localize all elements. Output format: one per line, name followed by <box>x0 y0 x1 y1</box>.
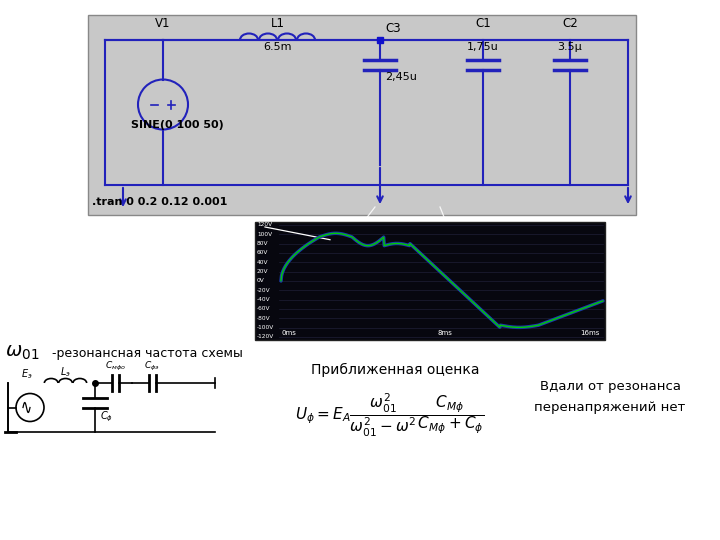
Text: C1: C1 <box>475 17 491 30</box>
Text: $E_э$: $E_э$ <box>22 367 32 381</box>
Text: $C_{м\phi о}$: $C_{м\phi о}$ <box>104 360 125 373</box>
Text: 8ms: 8ms <box>438 330 452 336</box>
Text: -80V: -80V <box>257 316 271 321</box>
Text: C2: C2 <box>562 17 578 30</box>
Text: 16ms: 16ms <box>580 330 600 336</box>
Text: L1: L1 <box>271 17 284 30</box>
Text: $\omega_{01}$: $\omega_{01}$ <box>5 343 40 362</box>
Text: $U_{\phi} = E_A \dfrac{\omega_{01}^2}{\omega_{01}^2 - \omega^2}\dfrac{C_{M\phi}}: $U_{\phi} = E_A \dfrac{\omega_{01}^2}{\o… <box>295 392 485 438</box>
Bar <box>255 222 605 340</box>
Text: -40V: -40V <box>257 297 271 302</box>
Text: -20V: -20V <box>257 288 271 293</box>
Text: 3.5μ: 3.5μ <box>557 42 582 52</box>
Text: -резонансная частота схемы: -резонансная частота схемы <box>48 347 243 360</box>
Text: .tran 0 0.2 0.12 0.001: .tran 0 0.2 0.12 0.001 <box>92 197 228 207</box>
Text: $L_э$: $L_э$ <box>60 365 71 379</box>
Text: 1,75u: 1,75u <box>467 42 499 52</box>
Text: $C_\phi$: $C_\phi$ <box>100 410 113 424</box>
Text: -60V: -60V <box>257 307 271 312</box>
Text: -120V: -120V <box>257 334 274 340</box>
Text: 40V: 40V <box>257 260 269 265</box>
Text: 0V: 0V <box>257 279 265 284</box>
Text: V1: V1 <box>156 17 171 30</box>
Bar <box>88 15 636 215</box>
Text: $C_{\phi э}$: $C_{\phi э}$ <box>144 360 160 373</box>
Text: 0ms: 0ms <box>281 330 296 336</box>
Text: 6.5m: 6.5m <box>264 42 292 52</box>
Text: 80V: 80V <box>257 241 269 246</box>
Text: C3: C3 <box>385 22 400 35</box>
Text: Приближенная оценка: Приближенная оценка <box>311 363 480 377</box>
Text: -100V: -100V <box>257 325 274 330</box>
Text: 2,45u: 2,45u <box>385 72 417 82</box>
Text: SINE(0 100 50): SINE(0 100 50) <box>131 119 224 130</box>
Text: 60V: 60V <box>257 251 269 255</box>
Text: 120V: 120V <box>257 222 272 227</box>
Text: Вдали от резонанса
перенапряжений нет: Вдали от резонанса перенапряжений нет <box>534 380 685 414</box>
Text: 20V: 20V <box>257 269 269 274</box>
Text: 100V: 100V <box>257 232 272 237</box>
